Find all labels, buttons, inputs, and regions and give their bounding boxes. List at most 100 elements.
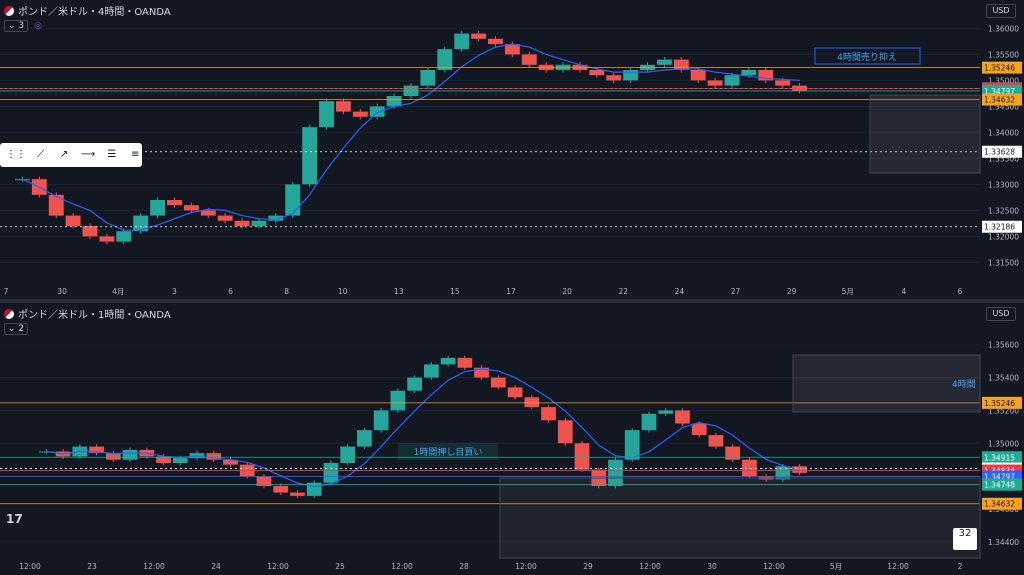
candle-body[interactable] (335, 101, 351, 112)
annotation-box-1h[interactable] (398, 443, 498, 460)
candle-body[interactable] (474, 367, 489, 378)
candle-body[interactable] (725, 446, 741, 460)
candle-body[interactable] (524, 397, 540, 408)
candle-body[interactable] (424, 364, 439, 378)
pane-1h[interactable]: 1.356001.354001.352001.350001.348001.346… (0, 303, 1024, 575)
fib-icon[interactable]: ☰ (107, 149, 117, 160)
candle-body[interactable] (234, 220, 250, 226)
candle-body[interactable] (302, 127, 318, 185)
candle-body[interactable] (656, 59, 672, 65)
candle-body[interactable] (691, 423, 707, 436)
symbol-title-1h[interactable]: ポンド／米ドル・1時間・OANDA (4, 306, 171, 321)
candle-body[interactable] (658, 410, 674, 414)
candle-body[interactable] (641, 413, 657, 431)
candle-body[interactable] (167, 200, 182, 206)
candle-body[interactable] (217, 215, 233, 221)
candle-body[interactable] (504, 44, 520, 55)
candle-body[interactable] (122, 449, 138, 460)
candle-body[interactable] (373, 410, 389, 431)
candle-body[interactable] (758, 70, 774, 81)
candle-body[interactable] (420, 70, 436, 86)
candle-body[interactable] (407, 377, 422, 391)
drawing-toolbar[interactable]: ⋮⋮ ⟋ ↗ ⟶ ☰ ≡ (0, 143, 142, 167)
ray-icon[interactable]: ↗ (59, 149, 69, 160)
candle-body[interactable] (352, 111, 368, 117)
zone-rect[interactable] (869, 94, 981, 174)
candle-body[interactable] (133, 215, 149, 232)
chart-4h[interactable]: 1.36000 1.35500 1.35000 1.34500 1.34000 1.335… (0, 0, 1024, 299)
horizontal-ray-icon[interactable]: ⟶ (80, 149, 96, 160)
candle-body[interactable] (256, 476, 272, 486)
list-icon[interactable]: ≡ (131, 149, 140, 160)
candle-body[interactable] (673, 59, 689, 70)
candle-body[interactable] (65, 215, 81, 226)
indicator-count[interactable]: ⌄ 2 (4, 323, 29, 335)
candle-body[interactable] (273, 486, 289, 493)
candle-body[interactable] (608, 459, 623, 486)
settings-icon[interactable]: ◎ (34, 21, 42, 31)
candle-body[interactable] (99, 236, 115, 242)
candle-body[interactable] (775, 80, 791, 86)
candle-body[interactable] (223, 459, 238, 465)
candle-body[interactable] (390, 390, 406, 411)
candle-body[interactable] (471, 33, 487, 39)
candle-body[interactable] (319, 101, 334, 128)
candle-body[interactable] (741, 70, 757, 76)
candle-body[interactable] (792, 466, 807, 473)
candle-body[interactable] (172, 458, 188, 463)
chart-1h[interactable]: 1.356001.354001.352001.350001.348001.346… (0, 303, 1024, 575)
zone-rect[interactable] (499, 477, 981, 559)
candle-body[interactable] (690, 70, 706, 81)
annotation-box-4h[interactable] (814, 47, 921, 65)
candle-body[interactable] (707, 80, 723, 86)
candle-body[interactable] (116, 231, 132, 242)
candle-body[interactable] (589, 70, 605, 76)
candle-body[interactable] (285, 184, 301, 216)
candle-body[interactable] (488, 38, 503, 44)
candle-body[interactable] (200, 210, 216, 216)
candle-body[interactable] (624, 430, 640, 460)
candle-body[interactable] (357, 430, 372, 447)
candle-body[interactable] (457, 357, 473, 368)
candle-body[interactable] (454, 33, 470, 50)
candle-body[interactable] (708, 435, 724, 447)
candle-body[interactable] (340, 446, 356, 463)
candle-body[interactable] (105, 453, 121, 460)
currency-button[interactable]: USD (986, 4, 1016, 18)
candle-body[interactable] (369, 106, 385, 117)
currency-button[interactable]: USD (986, 307, 1016, 321)
candle-body[interactable] (156, 456, 171, 463)
candle-body[interactable] (724, 75, 740, 86)
candle-body[interactable] (775, 466, 791, 480)
candle-body[interactable] (89, 446, 104, 454)
candle-body[interactable] (521, 54, 537, 65)
candle-body[interactable] (323, 463, 339, 483)
candle-body[interactable] (268, 215, 284, 221)
candle-body[interactable] (623, 70, 639, 81)
drag-handle-icon[interactable]: ⋮⋮ (6, 149, 26, 160)
candle-body[interactable] (183, 205, 199, 211)
candle-body[interactable] (606, 75, 622, 81)
candle-body[interactable] (507, 387, 523, 398)
candle-body[interactable] (490, 377, 506, 388)
symbol-title-4h[interactable]: ポンド／米ドル・4時間・OANDA (4, 3, 171, 18)
candle-body[interactable] (541, 407, 556, 421)
indicator-toggle[interactable]: ⌄ 3 ◎ (4, 20, 42, 32)
pane-4h[interactable]: 1.36000 1.35500 1.35000 1.34500 1.34000 1.335… (0, 0, 1024, 299)
candle-body[interactable] (251, 220, 267, 226)
candle-body[interactable] (386, 96, 402, 107)
candle-body[interactable] (290, 492, 305, 496)
candle-body[interactable] (574, 443, 590, 470)
badge-32[interactable]: 32 (953, 528, 977, 550)
candle-body[interactable] (557, 420, 573, 444)
indicator-count[interactable]: ⌄ 3 (4, 20, 29, 32)
candle-body[interactable] (437, 49, 453, 70)
candle-body[interactable] (48, 194, 64, 216)
candle-body[interactable] (440, 357, 456, 365)
candle-body[interactable] (742, 459, 757, 477)
zone-rect[interactable] (792, 354, 981, 413)
candle-body[interactable] (82, 226, 98, 237)
candle-body[interactable] (675, 410, 690, 424)
indicator-toggle[interactable]: ⌄ 2 (4, 323, 29, 335)
candle-body[interactable] (206, 453, 222, 460)
